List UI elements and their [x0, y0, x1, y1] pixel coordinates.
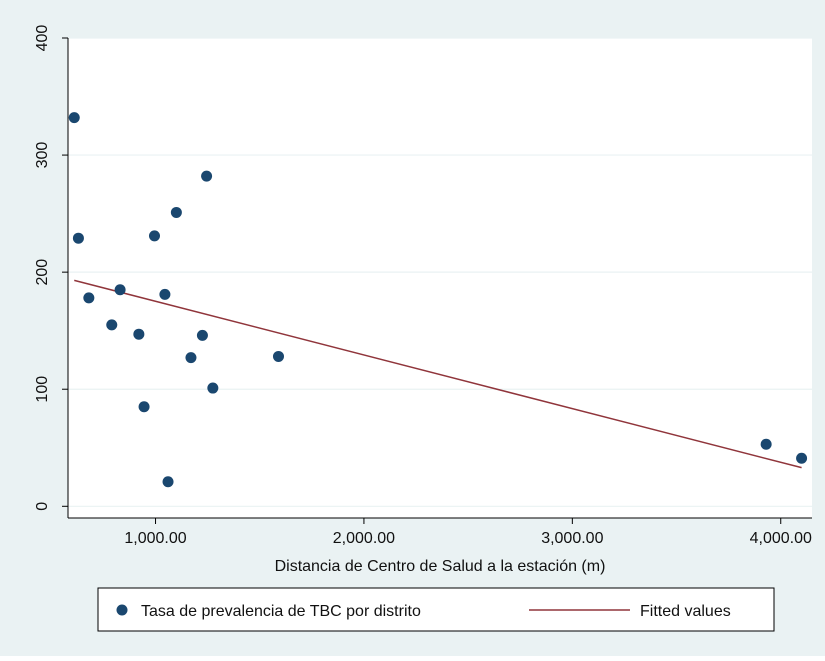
scatter-point-11: [185, 352, 197, 364]
x-tick-label-4000: 4,000.00: [750, 530, 812, 547]
legend: Tasa de prevalencia de TBC por distrito …: [97, 587, 775, 632]
fitted-line-layer: [74, 279, 802, 469]
scatter-point-1: [72, 232, 84, 244]
scatter-point-15: [272, 350, 284, 362]
scatter-points: [68, 112, 808, 488]
y-tick-label-300: 300: [34, 142, 51, 169]
y-tick-label-100: 100: [34, 376, 51, 403]
scatter-point-13: [201, 170, 213, 182]
fitted-values-line: [74, 279, 802, 469]
scatter-point-8: [159, 288, 171, 300]
scatter-point-4: [114, 284, 126, 296]
scatter-point-10: [170, 206, 182, 218]
axes: 0 100 200 300 400 1,000.00 2,000.00 3,000.00 4,0…: [34, 25, 812, 547]
legend-marker-scatter: [116, 604, 128, 616]
x-tick-label-2000: 2,000.00: [333, 530, 395, 547]
y-tick-label-400: 400: [34, 25, 51, 52]
y-tick-label-0: 0: [34, 502, 51, 511]
scatter-point-5: [133, 328, 145, 340]
scatter-point-17: [796, 452, 808, 464]
scatter-point-7: [148, 230, 160, 242]
x-axis-label: Distancia de Centro de Salud a la estaci…: [275, 558, 606, 575]
scatter-point-9: [162, 476, 174, 488]
scatter-point-14: [207, 382, 219, 394]
scatter-point-0: [68, 112, 80, 124]
scatter-point-3: [106, 319, 118, 331]
gridlines: [68, 37, 812, 507]
scatter-point-6: [138, 401, 150, 413]
scatter-point-12: [196, 329, 208, 341]
legend-label-fitted: Fitted values: [640, 603, 731, 620]
x-tick-label-1000: 1,000.00: [124, 530, 186, 547]
legend-label-scatter: Tasa de prevalencia de TBC por distrito: [141, 603, 421, 620]
plot-area: [68, 38, 812, 518]
y-tick-label-200: 200: [34, 259, 51, 286]
legend-box: [97, 587, 775, 632]
x-tick-label-3000: 3,000.00: [541, 530, 603, 547]
scatter-point-2: [83, 292, 95, 304]
scatter-point-16: [760, 438, 772, 450]
